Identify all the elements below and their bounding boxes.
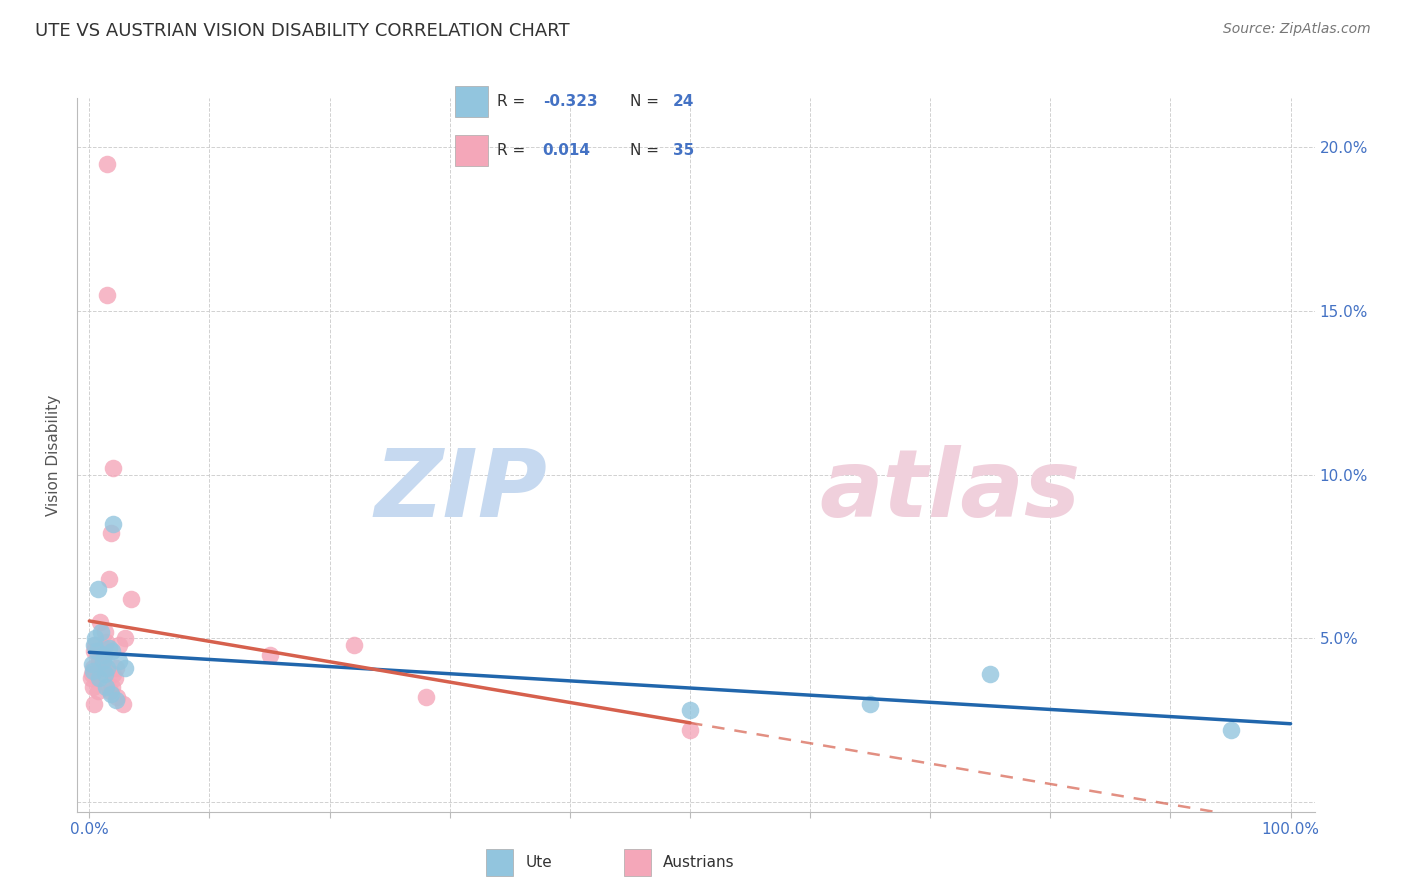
Point (100, 526, 122, 541)
Y-axis label: Vision Disability: Vision Disability (46, 394, 62, 516)
Point (87, 582, 110, 596)
Point (979, 667, 1001, 681)
Point (114, 661, 136, 675)
FancyBboxPatch shape (486, 849, 513, 876)
Point (84, 632, 107, 646)
Point (91, 654, 114, 668)
Point (93, 648, 115, 662)
Point (108, 638, 131, 652)
Text: atlas: atlas (820, 444, 1081, 537)
Text: R =: R = (498, 94, 530, 109)
Point (111, 697, 134, 711)
Point (96, 156, 118, 170)
Point (98, 683, 121, 698)
Point (97, 572, 120, 586)
Point (83, 638, 105, 652)
Text: UTE VS AUSTRIAN VISION DISABILITY CORRELATION CHART: UTE VS AUSTRIAN VISION DISABILITY CORREL… (35, 22, 569, 40)
Point (108, 654, 131, 668)
Point (103, 461, 125, 475)
Point (82, 664, 104, 678)
Point (90, 624, 112, 639)
Point (90, 661, 112, 675)
Point (120, 591, 142, 606)
Point (101, 644, 124, 658)
Text: N =: N = (630, 144, 664, 158)
Text: ZIP: ZIP (374, 444, 547, 537)
Point (859, 697, 882, 711)
Point (103, 516, 125, 531)
Text: N =: N = (630, 94, 664, 109)
Point (80, 657, 103, 672)
Point (103, 667, 125, 681)
Point (104, 661, 127, 675)
Point (94, 667, 117, 681)
Point (343, 638, 366, 652)
Point (103, 671, 125, 685)
Point (83, 697, 105, 711)
Text: Source: ZipAtlas.com: Source: ZipAtlas.com (1223, 22, 1371, 37)
Text: Ute: Ute (526, 855, 553, 870)
Text: 0.014: 0.014 (543, 144, 591, 158)
Text: 24: 24 (672, 94, 695, 109)
Point (679, 703, 702, 717)
Point (83, 644, 105, 658)
Text: -0.323: -0.323 (543, 94, 598, 109)
Point (679, 723, 702, 737)
Point (84, 638, 107, 652)
Point (96, 634, 118, 648)
FancyBboxPatch shape (456, 87, 488, 117)
FancyBboxPatch shape (624, 849, 651, 876)
Point (86, 644, 108, 658)
Point (96, 661, 118, 675)
Point (104, 693, 127, 707)
Text: Austrians: Austrians (664, 855, 735, 870)
Point (82, 661, 104, 675)
Point (89, 615, 111, 629)
Point (87, 683, 110, 698)
Point (96, 287, 118, 301)
Point (96, 681, 118, 695)
Point (79, 671, 101, 685)
Point (93, 641, 115, 656)
Text: R =: R = (498, 144, 530, 158)
Point (94, 624, 117, 639)
Point (259, 648, 281, 662)
Point (114, 632, 136, 646)
Point (415, 690, 437, 705)
Point (1219, 723, 1241, 737)
Point (100, 687, 122, 701)
Point (87, 654, 110, 668)
Point (87, 671, 110, 685)
Point (80, 667, 103, 681)
Point (105, 690, 128, 705)
Point (97, 641, 120, 656)
Point (82, 681, 104, 695)
Text: 35: 35 (672, 144, 695, 158)
Point (86, 671, 108, 685)
FancyBboxPatch shape (456, 136, 488, 166)
Point (101, 681, 124, 695)
Point (91, 657, 114, 672)
